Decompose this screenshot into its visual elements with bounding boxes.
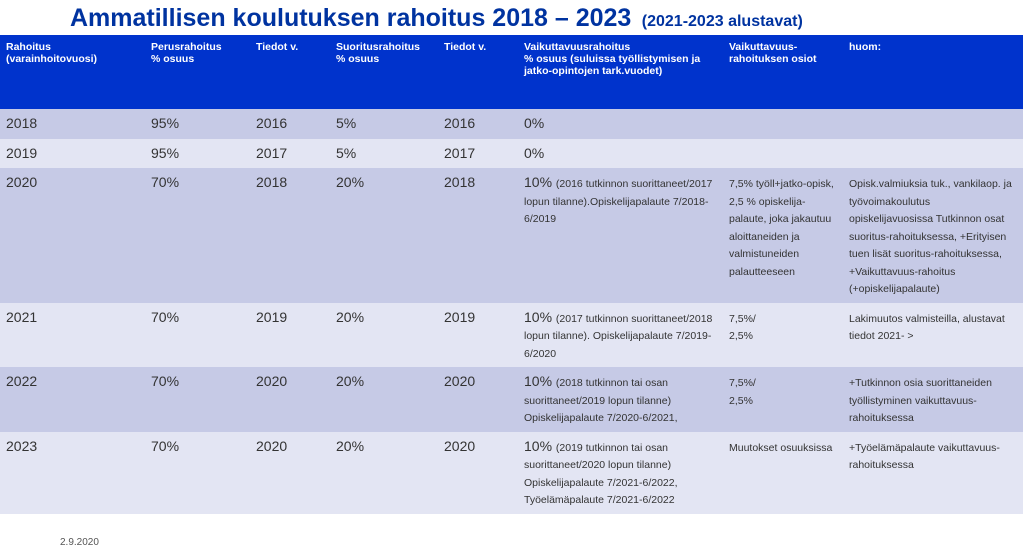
table-cell <box>843 109 1023 139</box>
table-cell: 2016 <box>250 109 330 139</box>
page-title-sub: (2021-2023 alustavat) <box>642 13 803 30</box>
col-header-1: Perusrahoitus% osuus <box>145 35 250 109</box>
table-row: 202170%201920%201910% (2017 tutkinnon su… <box>0 303 1023 368</box>
table-cell: 2017 <box>250 139 330 169</box>
table-cell: 5% <box>330 139 438 169</box>
footer-date: 2.9.2020 <box>60 537 99 548</box>
table-cell: 2019 <box>250 303 330 368</box>
page-title: Ammatillisen koulutuksen rahoitus 2018 –… <box>70 4 631 32</box>
table-cell: 95% <box>145 139 250 169</box>
table-cell: 2022 <box>0 367 145 432</box>
table-cell: 2018 <box>0 109 145 139</box>
table-cell: 2020 <box>250 432 330 514</box>
table-cell: 10% (2018 tutkinnon tai osan suorittanee… <box>518 367 723 432</box>
table-row: 202270%202020%202010% (2018 tutkinnon ta… <box>0 367 1023 432</box>
table-cell: 70% <box>145 432 250 514</box>
table-cell: 7,5%/2,5% <box>723 303 843 368</box>
table-cell: 2019 <box>438 303 518 368</box>
table-cell: +Tutkinnon osia suorittaneiden työllisty… <box>843 367 1023 432</box>
table-cell: 2017 <box>438 139 518 169</box>
table-cell: 10% (2017 tutkinnon suorittaneet/2018 lo… <box>518 303 723 368</box>
table-cell: 70% <box>145 303 250 368</box>
table-cell: 2023 <box>0 432 145 514</box>
table-cell: 95% <box>145 109 250 139</box>
table-cell: 70% <box>145 367 250 432</box>
table-cell: 20% <box>330 432 438 514</box>
table-cell: 2016 <box>438 109 518 139</box>
col-header-6: Vaikuttavuus-rahoituksen osiot <box>723 35 843 109</box>
table-cell: 10% (2016 tutkinnon suorittaneet/2017 lo… <box>518 168 723 303</box>
col-header-7: huom: <box>843 35 1023 109</box>
table-cell <box>843 139 1023 169</box>
table-cell: 7,5%/2,5% <box>723 367 843 432</box>
table-cell: 2020 <box>438 367 518 432</box>
col-header-2: Tiedot v. <box>250 35 330 109</box>
page-title-wrap: Ammatillisen koulutuksen rahoitus 2018 –… <box>0 0 1023 35</box>
table-header-row: Rahoitus (varainhoitovuosi)Perusrahoitus… <box>0 35 1023 109</box>
table-cell: Opisk.valmiuksia tuk., vankilaop. ja työ… <box>843 168 1023 303</box>
table-cell: 70% <box>145 168 250 303</box>
table-row: 202070%201820%201810% (2016 tutkinnon su… <box>0 168 1023 303</box>
table-cell: 0% <box>518 139 723 169</box>
table-cell: 5% <box>330 109 438 139</box>
table-cell: 2018 <box>438 168 518 303</box>
table-cell: 2020 <box>438 432 518 514</box>
table-cell <box>723 139 843 169</box>
table-cell: 7,5% työll+jatko-opisk,2,5 % opiskelija-… <box>723 168 843 303</box>
col-header-0: Rahoitus (varainhoitovuosi) <box>0 35 145 109</box>
table-cell: 2018 <box>250 168 330 303</box>
table-cell: 20% <box>330 303 438 368</box>
col-header-3: Suoritusrahoitus% osuus <box>330 35 438 109</box>
table-row: 201895%20165%20160% <box>0 109 1023 139</box>
table-row: 201995%20175%20170% <box>0 139 1023 169</box>
table-cell: 2020 <box>250 367 330 432</box>
table-cell: Muutokset osuuksissa <box>723 432 843 514</box>
col-header-4: Tiedot v. <box>438 35 518 109</box>
table-cell: +Työelämäpalaute vaikuttavuus-rahoitukse… <box>843 432 1023 514</box>
funding-table: Rahoitus (varainhoitovuosi)Perusrahoitus… <box>0 35 1023 514</box>
table-cell: 20% <box>330 168 438 303</box>
col-header-5: Vaikuttavuusrahoitus% osuus (suluissa ty… <box>518 35 723 109</box>
table-cell <box>723 109 843 139</box>
table-cell: 0% <box>518 109 723 139</box>
table-cell: 10% (2019 tutkinnon tai osan suorittanee… <box>518 432 723 514</box>
table-row: 202370%202020%202010% (2019 tutkinnon ta… <box>0 432 1023 514</box>
table-cell: 20% <box>330 367 438 432</box>
table-cell: 2019 <box>0 139 145 169</box>
table-cell: 2020 <box>0 168 145 303</box>
table-cell: 2021 <box>0 303 145 368</box>
table-cell: Lakimuutos valmisteilla, alustavat tiedo… <box>843 303 1023 368</box>
